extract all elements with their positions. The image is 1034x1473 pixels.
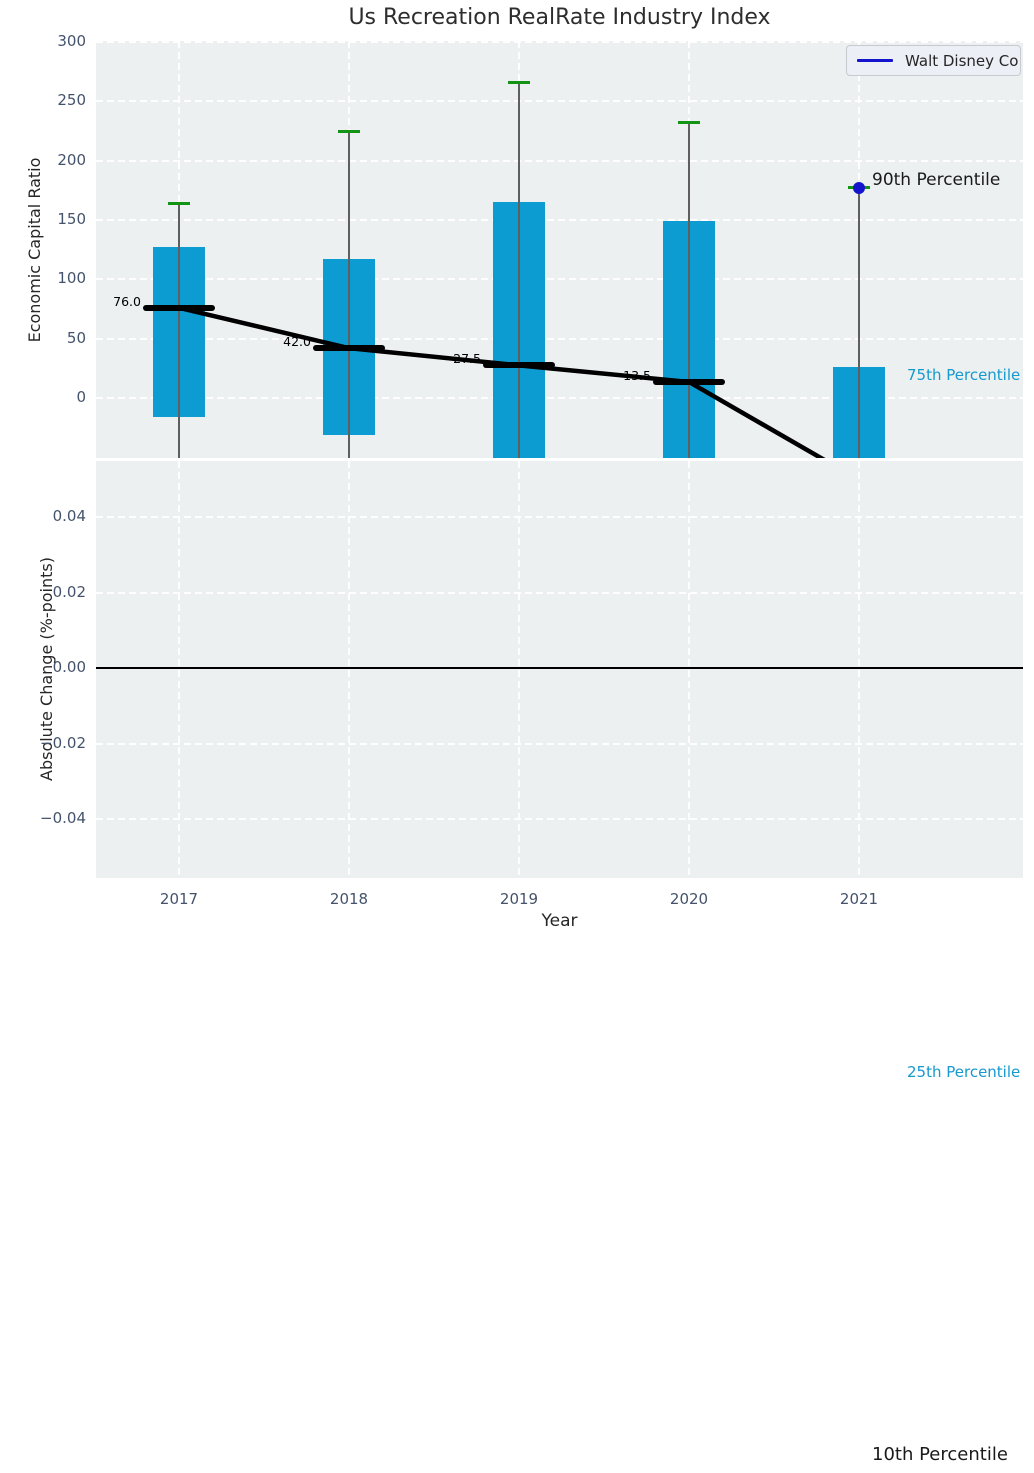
whisker-2019 bbox=[518, 82, 520, 458]
gridline-vertical-2021 bbox=[858, 461, 860, 878]
whisker-cap-2017 bbox=[168, 201, 190, 205]
median-value-label-2018: 42.0 bbox=[283, 334, 311, 350]
gridline-horizontal-0.02 bbox=[96, 591, 1023, 594]
gridline-horizontal-250 bbox=[96, 100, 1023, 103]
top-y-tick-200: 200 bbox=[57, 150, 86, 169]
bottom-y-tick-0.02: 0.02 bbox=[52, 582, 86, 601]
x-axis-label: Year bbox=[541, 911, 578, 931]
whisker-2018 bbox=[348, 131, 350, 458]
gridline-vertical-2019 bbox=[518, 461, 520, 878]
top-y-axis-label: Economic Capital Ratio bbox=[25, 157, 44, 343]
whisker-2017 bbox=[178, 203, 180, 458]
gridline-horizontal-200 bbox=[96, 159, 1023, 162]
gridline-horizontal-300 bbox=[96, 41, 1023, 43]
top-y-tick-50: 50 bbox=[66, 328, 86, 347]
whisker-cap-2019 bbox=[508, 80, 530, 84]
top-y-tick-250: 250 bbox=[57, 91, 86, 110]
bottom-y-tick-0.00: 0.00 bbox=[52, 658, 86, 676]
top-plot-area: 76.0 42.0 27.5 13.5 bbox=[96, 41, 1023, 458]
bottom-y-tick-−0.02: −0.02 bbox=[40, 733, 86, 752]
gridline-horizontal-0 bbox=[96, 397, 1023, 399]
gridline-vertical-2017 bbox=[178, 461, 180, 878]
legend-line-swatch bbox=[857, 59, 893, 62]
legend-label: Walt Disney Co bbox=[905, 51, 1019, 70]
walt-disney-point bbox=[853, 181, 865, 194]
annotation-25th-percentile: 25th Percentile bbox=[907, 1063, 1021, 1081]
x-tick-2017: 2017 bbox=[159, 890, 199, 908]
whisker-2020 bbox=[688, 122, 690, 458]
x-tick-2021: 2021 bbox=[839, 890, 879, 908]
annotation-75th-percentile: 75th Percentile bbox=[907, 366, 1021, 384]
bottom-y-tick-0.04: 0.04 bbox=[52, 507, 86, 525]
x-tick-2019: 2019 bbox=[499, 890, 539, 908]
bottom-y-tick-−0.04: −0.04 bbox=[40, 809, 86, 827]
median-value-label-2019: 27.5 bbox=[453, 351, 481, 367]
gridline-horizontal-0.04 bbox=[96, 516, 1023, 518]
legend: Walt Disney Co bbox=[846, 45, 1021, 76]
gridline-horizontal-100 bbox=[96, 278, 1023, 281]
gridline-horizontal-50 bbox=[96, 337, 1023, 340]
median-value-label-2020: 13.5 bbox=[623, 367, 651, 383]
top-y-tick-300: 300 bbox=[57, 32, 86, 50]
whisker-cap-2020 bbox=[678, 121, 700, 125]
annotation-90th-percentile: 90th Percentile bbox=[872, 170, 1001, 190]
whisker-2021 bbox=[858, 187, 860, 458]
annotation-10th-percentile: 10th Percentile bbox=[872, 1444, 1008, 1465]
top-y-tick-0: 0 bbox=[76, 388, 86, 406]
median-segment-2018 bbox=[313, 345, 385, 352]
chart-title: Us Recreation RealRate Industry Index bbox=[348, 5, 771, 30]
top-y-tick-150: 150 bbox=[57, 210, 86, 228]
x-tick-2018: 2018 bbox=[329, 890, 369, 908]
whisker-cap-2018 bbox=[338, 129, 360, 133]
gridline-horizontal--0.02 bbox=[96, 742, 1023, 745]
zero-line bbox=[96, 667, 1023, 669]
gridline-horizontal--0.04 bbox=[96, 818, 1023, 820]
gridline-vertical-2018 bbox=[348, 461, 350, 878]
median-segment-2019 bbox=[483, 362, 555, 369]
top-y-tick-100: 100 bbox=[57, 269, 86, 288]
bottom-plot-area bbox=[96, 461, 1023, 878]
gridline-horizontal-150 bbox=[96, 219, 1023, 221]
median-trend-line bbox=[176, 305, 826, 458]
median-value-label-2017: 76.0 bbox=[113, 293, 141, 309]
median-segment-2020 bbox=[653, 378, 725, 385]
median-segment-2017 bbox=[143, 304, 215, 311]
gridline-vertical-2020 bbox=[688, 461, 690, 878]
x-tick-2020: 2020 bbox=[669, 890, 709, 908]
